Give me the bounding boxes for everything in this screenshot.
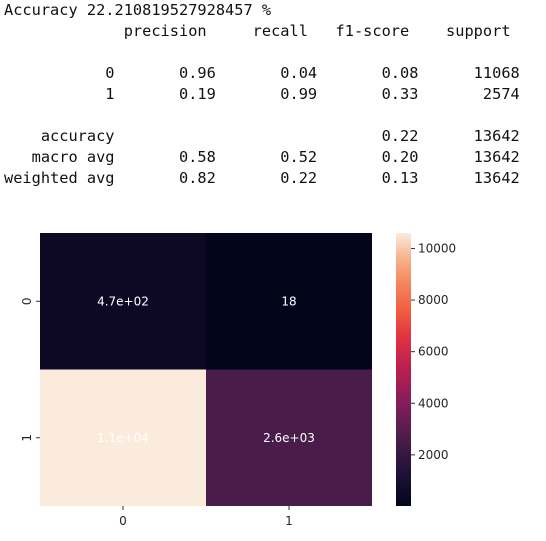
report-line: 0 0.96 0.04 0.08 11068 xyxy=(4,64,520,82)
colorbar-tick-label: 4000 xyxy=(418,396,449,410)
heatmap-cell xyxy=(206,369,372,506)
x-tick-label: 0 xyxy=(119,514,127,528)
heatmap-cell xyxy=(206,233,372,370)
heatmap-cell xyxy=(40,233,206,370)
y-tick-label: 0 xyxy=(20,297,34,305)
report-line: macro avg 0.58 0.52 0.20 13642 xyxy=(4,148,520,166)
heatmap-cell xyxy=(40,369,206,506)
report-line: weighted avg 0.82 0.22 0.13 13642 xyxy=(4,169,520,187)
report-line: Accuracy 22.210819527928457 % xyxy=(4,1,272,19)
colorbar-tick-label: 10000 xyxy=(418,241,456,255)
heatmap-cell-label: 4.7e+02 xyxy=(97,294,149,308)
heatmap-cell-label: 2.6e+03 xyxy=(263,431,315,445)
classification-report: Accuracy 22.210819527928457 % precision … xyxy=(4,0,520,189)
colorbar xyxy=(396,233,411,506)
colorbar-tick-label: 8000 xyxy=(418,293,449,307)
report-line: precision recall f1-score support xyxy=(4,22,511,40)
colorbar-tick-label: 2000 xyxy=(418,448,449,462)
y-tick-label: 1 xyxy=(20,434,34,442)
report-line: accuracy 0.22 13642 xyxy=(4,127,520,145)
report-line: 1 0.19 0.99 0.33 2574 xyxy=(4,85,520,103)
colorbar-tick-label: 6000 xyxy=(418,345,449,359)
heatmap-cell-label: 1.1e+04 xyxy=(97,431,149,445)
heatmap-cell-label: 18 xyxy=(281,294,296,308)
x-tick-label: 1 xyxy=(285,514,293,528)
